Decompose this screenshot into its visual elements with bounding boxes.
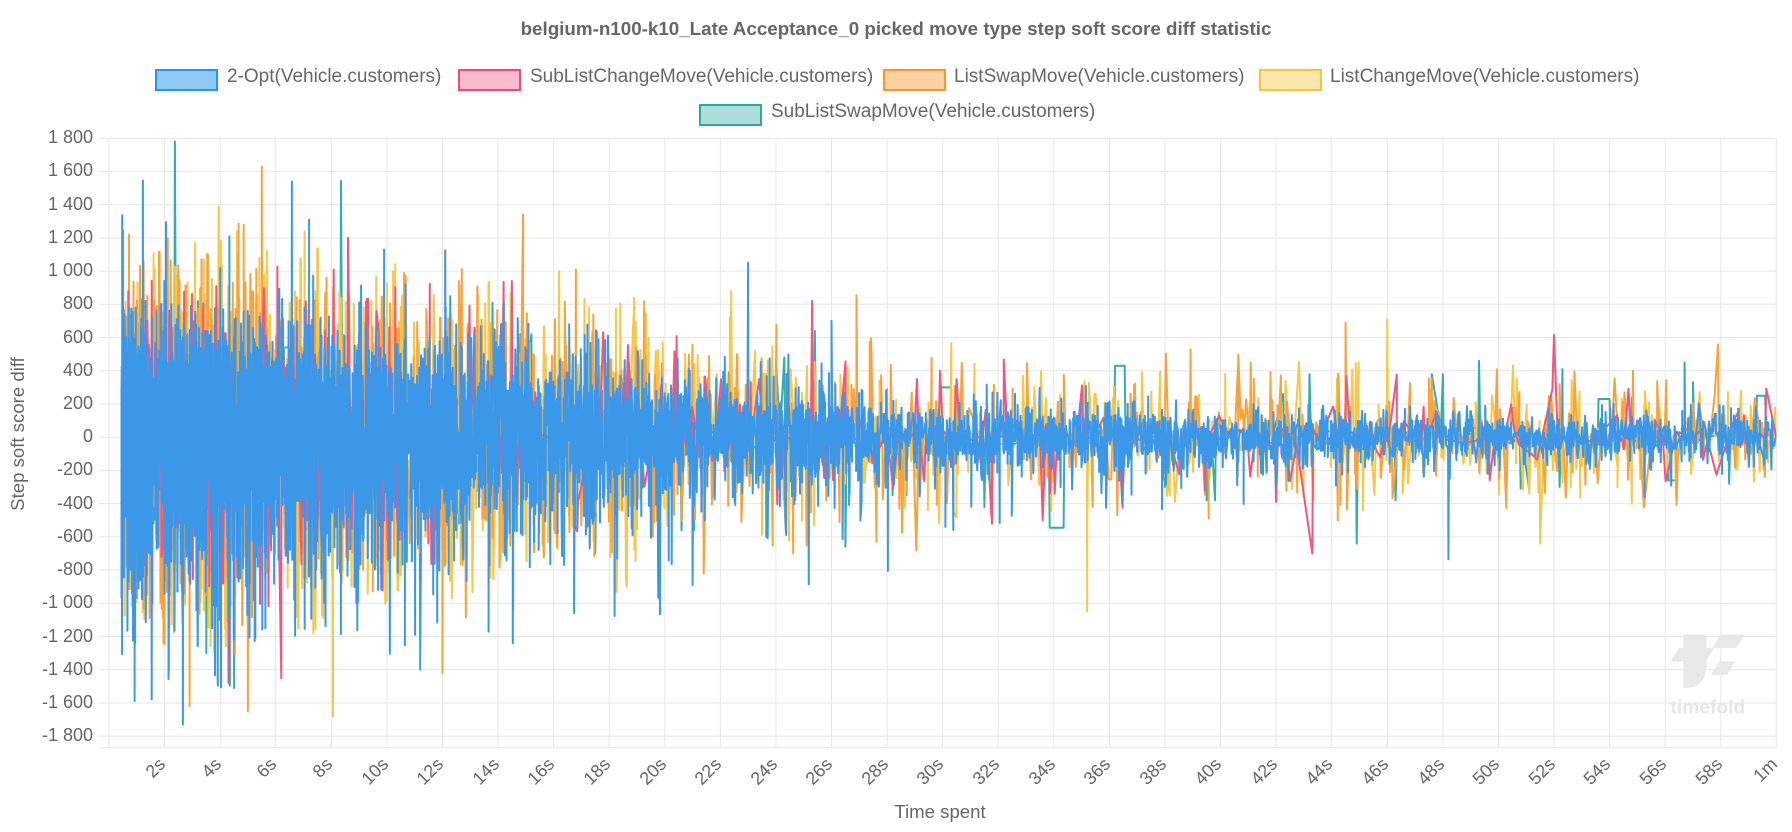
svg-text:timefold: timefold [1671, 697, 1746, 718]
